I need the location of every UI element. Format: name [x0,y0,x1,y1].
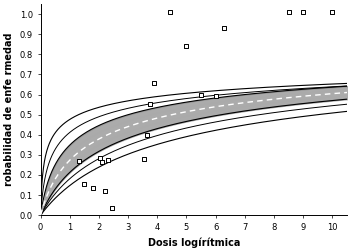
Point [221,26,227,30]
Y-axis label: robabilidad de enfe rmedad: robabilidad de enfe rmedad [4,33,14,186]
Point [167,10,173,14]
Point [286,10,291,14]
Point [105,158,111,162]
Point [81,182,87,186]
Point [144,133,150,137]
Point [76,159,81,163]
Point [99,160,105,164]
Point [147,102,153,106]
Point [141,157,147,161]
Point [198,92,204,97]
Point [102,189,107,193]
Point [98,156,103,160]
Point [330,10,335,14]
Point [213,93,218,98]
X-axis label: Dosis logírítmica: Dosis logírítmica [147,237,240,248]
Point [152,80,157,84]
Point [300,10,306,14]
Point [184,44,189,48]
Point [90,186,96,190]
Point [109,206,115,210]
